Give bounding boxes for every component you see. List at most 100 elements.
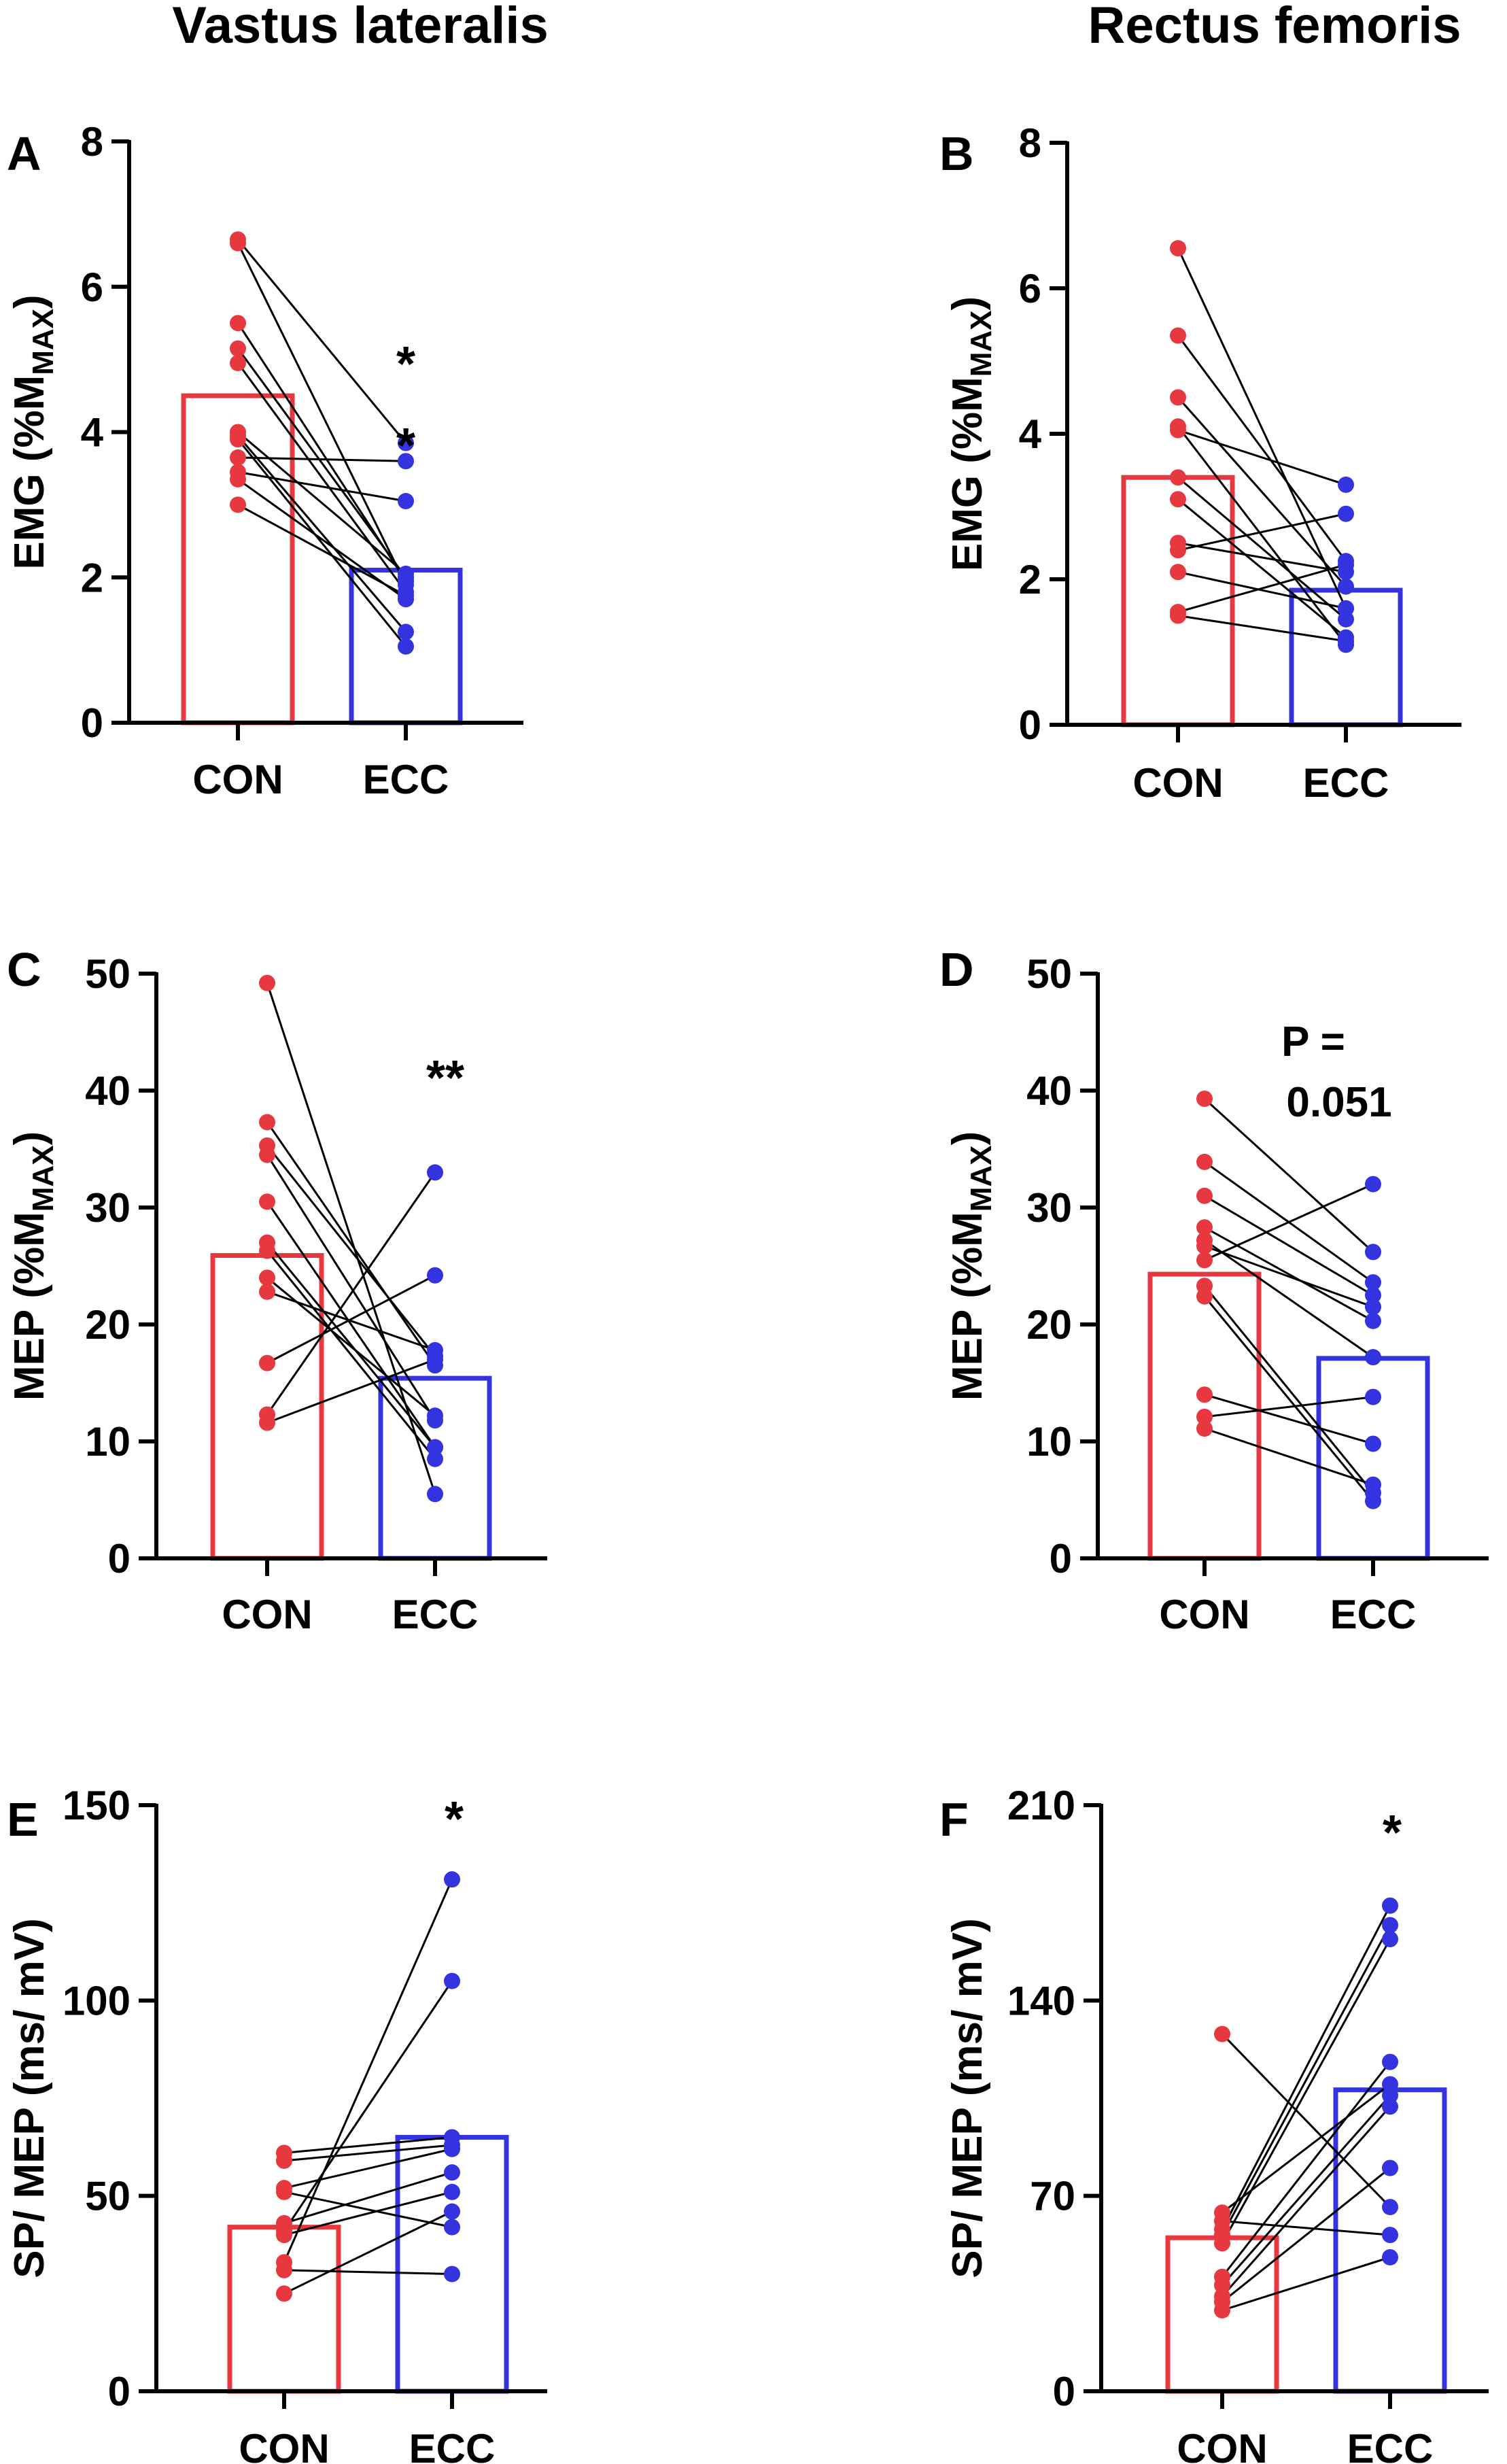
point-con	[230, 315, 246, 332]
point-ecc	[1382, 1917, 1398, 1934]
pair-line	[1177, 429, 1347, 486]
point-con	[1170, 469, 1186, 486]
pair-line	[266, 1277, 436, 1417]
point-ecc	[427, 1267, 443, 1284]
point-con	[1196, 1091, 1213, 1108]
y-tick-label: 2	[81, 555, 103, 600]
pair-line	[237, 439, 407, 647]
point-con	[230, 496, 246, 513]
y-tick-label: 40	[1026, 1068, 1072, 1114]
x-tick-label-con: CON	[1177, 2426, 1267, 2464]
y-tick-label: 20	[1026, 1302, 1072, 1348]
point-con	[1170, 607, 1186, 624]
pair-line	[1204, 1226, 1374, 1322]
panel-letter: D	[939, 943, 974, 996]
point-con	[1170, 491, 1186, 508]
pair-line	[1177, 247, 1347, 609]
point-ecc	[444, 2219, 460, 2236]
point-ecc	[398, 587, 414, 604]
y-axis-label-subscript: MAX	[965, 311, 998, 377]
point-ecc	[1382, 2098, 1398, 2115]
y-axis-label-subscript: MAX	[27, 309, 60, 375]
pair-line	[1177, 426, 1347, 646]
pair-line	[266, 1171, 436, 1416]
y-axis-label-main: SP/ MEP (ms/ mV)	[6, 1918, 53, 2278]
point-con	[1170, 240, 1186, 257]
y-tick-label: 0	[1050, 1536, 1072, 1581]
pair-line	[237, 456, 406, 462]
point-ecc	[1382, 2199, 1398, 2216]
point-con	[259, 1193, 275, 1210]
pair-line	[1222, 2083, 1391, 2214]
y-axis-label-subscript: MAX	[27, 1145, 60, 1212]
significance-annotation: 0.051	[1286, 1079, 1391, 1126]
point-con	[259, 1283, 275, 1300]
pair-line	[283, 2210, 453, 2295]
y-axis-label: SP/ MEP (ms/ mV)	[6, 1918, 53, 2278]
point-con	[230, 235, 246, 252]
point-con	[276, 2285, 292, 2302]
point-ecc	[1365, 1349, 1381, 1366]
y-tick-label: 8	[81, 119, 103, 165]
point-ecc	[444, 1871, 460, 1888]
point-ecc	[1365, 1476, 1381, 1493]
pair-line	[1177, 513, 1347, 551]
point-ecc	[398, 638, 414, 655]
y-tick-label: 4	[81, 410, 104, 456]
point-con	[1214, 2025, 1230, 2042]
x-tick-label-ecc: ECC	[409, 2426, 496, 2464]
pair-line	[283, 2269, 453, 2276]
point-ecc	[1365, 1435, 1381, 1452]
pair-line	[266, 1121, 436, 1367]
pair-line	[1222, 2167, 1391, 2303]
point-con	[1196, 1237, 1213, 1254]
point-ecc	[1365, 1299, 1381, 1316]
significance-annotation: *	[396, 337, 415, 392]
pair-line	[266, 1250, 436, 1460]
y-tick-label: 100	[63, 1978, 131, 2023]
pair-line	[1204, 1239, 1374, 1358]
y-tick-label: 140	[1007, 1978, 1075, 2023]
pair-line	[1177, 498, 1347, 638]
y-axis-label: MEP (%MMAX)	[944, 1131, 998, 1401]
significance-annotation: *	[396, 419, 415, 473]
point-ecc	[398, 434, 414, 451]
point-con	[259, 1414, 275, 1431]
x-tick-label-ecc: ECC	[392, 1592, 479, 1637]
pair-line	[237, 362, 407, 593]
panel-F: F SP/ MEP (ms/ mV) 0 70 140 210 CON ECC *	[939, 1783, 1489, 2464]
point-ecc	[1382, 2076, 1398, 2093]
x-tick-label-ecc: ECC	[1347, 2426, 1434, 2464]
pair-line	[237, 470, 406, 502]
pair-line	[266, 1201, 436, 1448]
point-ecc	[444, 2203, 460, 2220]
pair-line	[1204, 1393, 1374, 1445]
point-ecc	[1365, 1287, 1381, 1303]
pair-line	[283, 2136, 453, 2154]
point-con	[259, 1354, 275, 1371]
point-con	[230, 340, 246, 357]
point-ecc	[1365, 1176, 1381, 1193]
panel-C: C MEP (%MMAX) 0 10 20 30 40 50 CON ECC **	[6, 943, 547, 1637]
y-axis-label-main: SP/ MEP (ms/ mV)	[944, 1918, 991, 2278]
y-tick-label: 0	[81, 700, 103, 746]
pair-line	[237, 242, 407, 585]
pair-line	[1177, 570, 1347, 610]
point-con	[1170, 389, 1186, 406]
pair-line	[266, 1242, 436, 1448]
point-con	[1196, 1386, 1213, 1403]
pair-line	[237, 347, 407, 579]
point-ecc	[1338, 505, 1354, 522]
y-tick-label: 6	[1019, 266, 1041, 311]
pair-line	[1221, 1905, 1391, 2230]
point-ecc	[427, 1486, 443, 1503]
point-con	[1196, 1153, 1213, 1170]
y-tick-label: 30	[1026, 1185, 1072, 1231]
point-con	[259, 1114, 275, 1131]
point-con	[276, 2183, 292, 2200]
pair-line	[237, 478, 406, 600]
pair-line	[1204, 1396, 1374, 1418]
significance-annotation: **	[426, 1051, 464, 1106]
y-tick-label: 50	[1026, 951, 1072, 997]
